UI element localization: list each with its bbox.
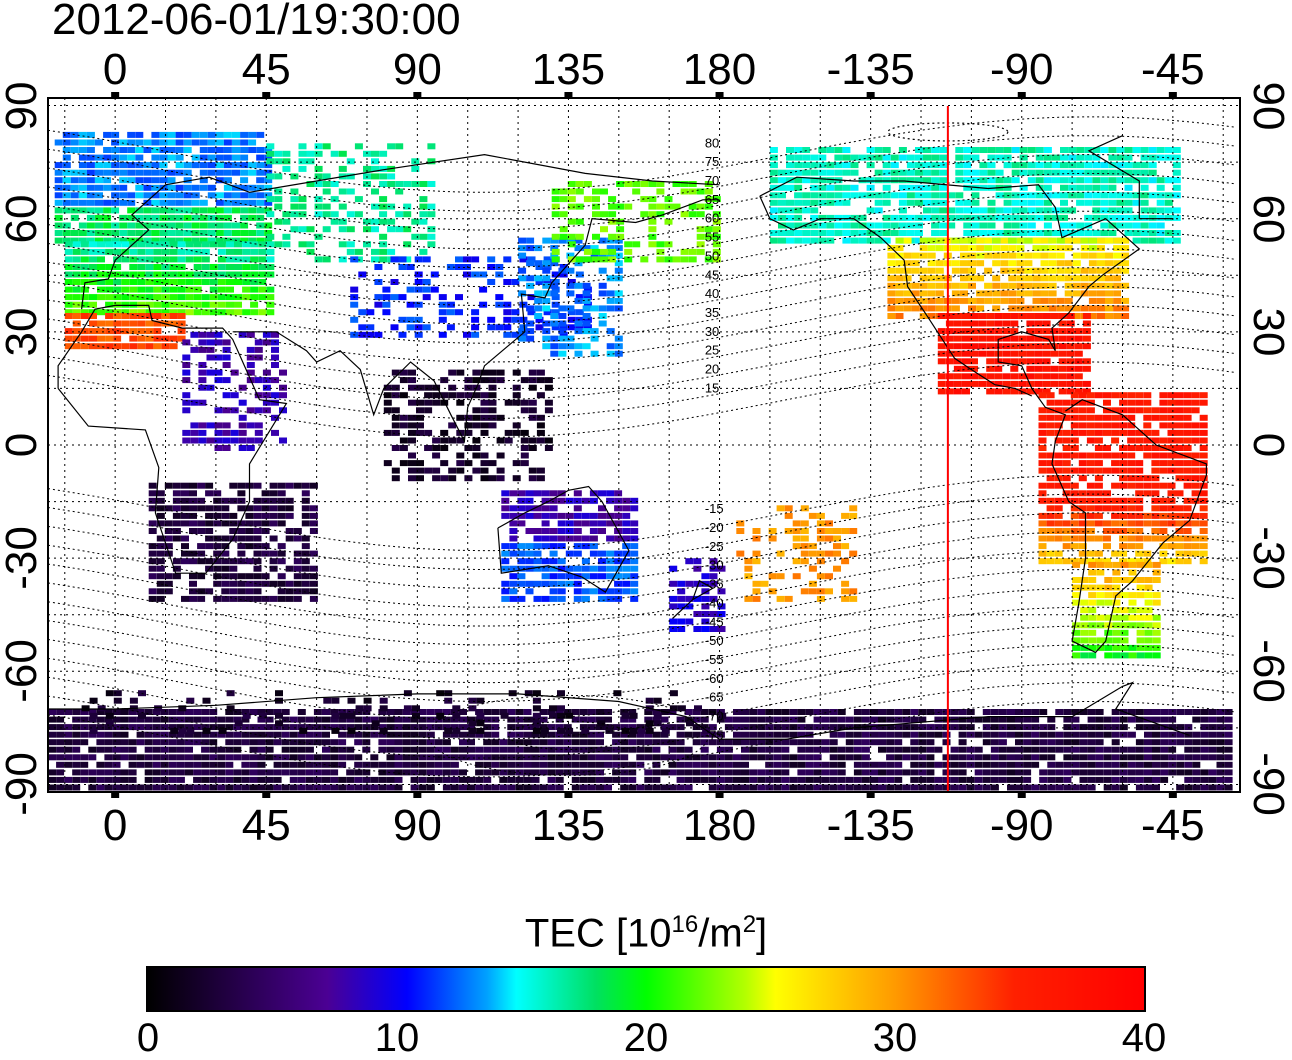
contour-label: 70 (705, 173, 719, 188)
longitude-tick-label: -90 (990, 804, 1054, 848)
frame-tick (262, 792, 270, 798)
contour-label: 50 (705, 248, 719, 263)
contour-label: 80 (705, 135, 719, 150)
frame-tick (111, 792, 119, 798)
longitude-tick-label: 45 (242, 804, 291, 848)
contour-label: 45 (705, 267, 719, 282)
colorbar-tick-label: 0 (137, 1018, 159, 1058)
frame-tick (716, 792, 724, 798)
contour-label: -50 (705, 633, 724, 648)
contour-label: -30 (705, 558, 724, 573)
contour-label: -20 (705, 520, 724, 535)
longitude-tick-label: 0 (103, 804, 127, 848)
longitude-tick-label: 135 (532, 48, 605, 92)
contour-label: -40 (705, 595, 724, 610)
contour-label: 30 (705, 324, 719, 339)
contour-label: 15 (705, 380, 719, 395)
contour-label: -25 (705, 539, 724, 554)
contour-label: -75 (705, 727, 724, 742)
contour-label: 35 (705, 305, 719, 320)
longitude-tick-label: -45 (1141, 804, 1205, 848)
colorbar-tick-label: 20 (624, 1018, 669, 1058)
contour-label: -35 (705, 577, 724, 592)
frame-tick (1169, 792, 1177, 798)
longitude-tick-label: 180 (683, 804, 756, 848)
contour-label: 60 (705, 211, 719, 226)
contour-label: 75 (705, 154, 719, 169)
contour-label: 25 (705, 343, 719, 358)
contour-label: -70 (705, 709, 724, 724)
frame-tick (564, 792, 572, 798)
colorbar-tick-label: 40 (1122, 1018, 1167, 1058)
longitude-tick-label: -135 (827, 804, 915, 848)
contour-label: -15 (705, 501, 724, 516)
colorbar-tick-label: 10 (375, 1018, 420, 1058)
colorbar-title: TEC [1016/m2] (0, 902, 1292, 956)
longitude-tick-label: 90 (393, 48, 442, 92)
contour-label: 55 (705, 230, 719, 245)
frame-tick (867, 792, 875, 798)
longitude-tick-label: -135 (827, 48, 915, 92)
longitude-tick-label: 135 (532, 804, 605, 848)
colorbar (146, 966, 1146, 1012)
contour-label: -55 (705, 652, 724, 667)
contour-label: -45 (705, 614, 724, 629)
colorbar-tick-label: 30 (873, 1018, 918, 1058)
contour-label: -60 (705, 671, 724, 686)
longitude-tick-label: -90 (990, 48, 1054, 92)
longitude-tick-label: -45 (1141, 48, 1205, 92)
longitude-tick-label: 90 (393, 804, 442, 848)
contour-label: -65 (705, 690, 724, 705)
longitude-tick-label: 45 (242, 48, 291, 92)
frame-tick (413, 792, 421, 798)
longitude-tick-label: 180 (683, 48, 756, 92)
contour-label: 20 (705, 362, 719, 377)
frame-tick (1018, 792, 1026, 798)
tec-data-layer (48, 132, 1233, 791)
contour-label: 40 (705, 286, 719, 301)
longitude-tick-label: 0 (103, 48, 127, 92)
contour-label: 65 (705, 192, 719, 207)
